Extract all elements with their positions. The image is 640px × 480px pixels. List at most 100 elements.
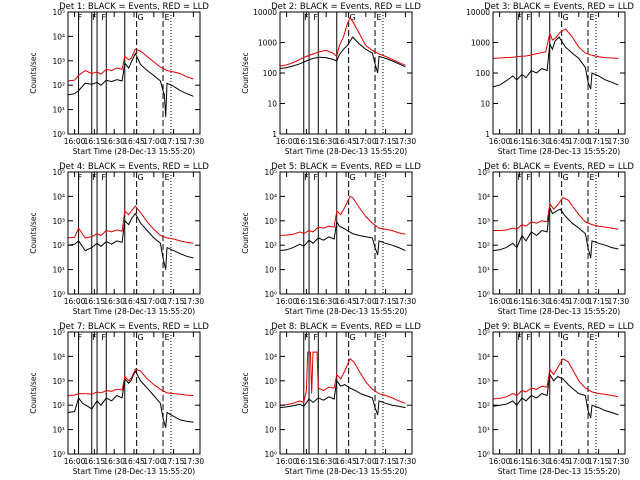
- y-tick-label: 1: [485, 130, 490, 139]
- y-tick-label: 10000: [466, 8, 490, 17]
- chart-title: Det 5: BLACK = Events, RED = LLD: [271, 162, 421, 172]
- y-tick-label: 10⁰: [477, 450, 490, 459]
- chart-title: Det 7: BLACK = Events, RED = LLD: [59, 322, 209, 332]
- y-tick-label: 10⁰: [52, 450, 65, 459]
- x-tick-label: 16:00: [64, 297, 86, 306]
- x-tick-label: 16:00: [489, 297, 511, 306]
- x-tick-label: 17:00: [568, 297, 590, 306]
- x-tick-label: 16:30: [315, 297, 337, 306]
- x-tick-label: 17:00: [355, 297, 377, 306]
- y-axis-label: Counts/sec: [241, 52, 250, 93]
- event-letter: E: [164, 333, 169, 342]
- y-tick-label: 10¹: [477, 266, 490, 275]
- event-letter: F: [101, 333, 106, 342]
- x-tick-label: 16:45: [335, 457, 357, 466]
- x-tick-label: 17:00: [355, 137, 377, 146]
- x-axis-label: Start Time (28-Dec-13 15:55:20): [285, 307, 407, 316]
- series-events-line: [67, 369, 194, 428]
- x-tick-label: 17:15: [375, 137, 397, 146]
- x-tick-label: 17:30: [183, 457, 205, 466]
- x-tick-label: 16:15: [84, 137, 106, 146]
- y-tick-label: 10⁴: [477, 352, 490, 361]
- x-tick-label: 17:15: [375, 457, 397, 466]
- y-tick-label: 10⁴: [264, 352, 277, 361]
- chart-title: Det 6: BLACK = Events, RED = LLD: [484, 162, 634, 172]
- y-tick-label: 10³: [264, 217, 277, 226]
- series-lld-line: [493, 196, 619, 231]
- series-events-line: [279, 36, 406, 74]
- x-tick-label: 16:45: [548, 137, 570, 146]
- x-tick-label: 17:00: [355, 457, 377, 466]
- y-tick-label: 10¹: [264, 266, 277, 275]
- series-events-line: [67, 212, 194, 270]
- event-letter: E: [164, 13, 169, 22]
- y-tick-label: 10⁵: [264, 328, 277, 337]
- x-tick-label: 16:15: [509, 137, 531, 146]
- series-events-line: [279, 220, 406, 256]
- event-letter: F: [313, 333, 318, 342]
- x-axis-label: Start Time (28-Dec-13 15:55:20): [73, 307, 195, 316]
- y-tick-label: 10⁴: [477, 192, 490, 201]
- y-tick-label: 10³: [52, 217, 65, 226]
- x-axis-label: Start Time (28-Dec-13 15:55:20): [285, 467, 407, 476]
- y-tick-label: 1: [272, 130, 277, 139]
- x-tick-label: 17:00: [143, 297, 165, 306]
- x-tick-label: 17:30: [395, 457, 417, 466]
- x-axis-label: Start Time (28-Dec-13 15:55:20): [73, 147, 195, 156]
- chart-title: Det 4: BLACK = Events, RED = LLD: [59, 162, 209, 172]
- series-lld-line: [492, 358, 619, 400]
- x-tick-label: 16:45: [548, 457, 570, 466]
- x-tick-label: 16:30: [315, 137, 337, 146]
- y-tick-label: 10²: [477, 401, 490, 410]
- x-tick-label: 17:00: [568, 457, 590, 466]
- event-letter: G: [562, 13, 568, 22]
- y-tick-label: 10¹: [52, 106, 65, 115]
- y-tick-label: 10⁵: [52, 8, 65, 17]
- x-tick-label: 16:30: [103, 457, 125, 466]
- x-tick-label: 16:30: [315, 457, 337, 466]
- x-tick-label: 16:15: [296, 137, 318, 146]
- y-tick-label: 10⁴: [264, 192, 277, 201]
- x-axis-label: Start Time (28-Dec-13 15:55:20): [73, 467, 195, 476]
- event-letter: E: [589, 333, 594, 342]
- x-tick-label: 17:30: [608, 457, 630, 466]
- x-tick-label: 17:30: [395, 297, 417, 306]
- event-letter: F: [92, 333, 97, 342]
- x-tick-label: 17:15: [163, 137, 185, 146]
- x-tick-label: 16:30: [528, 137, 550, 146]
- x-tick-label: 17:15: [375, 297, 397, 306]
- series-events-line: [492, 373, 619, 419]
- x-tick-label: 16:45: [123, 297, 145, 306]
- event-letter: G: [137, 13, 143, 22]
- y-tick-label: 10⁰: [52, 130, 65, 139]
- x-tick-label: 16:15: [509, 457, 531, 466]
- series-events-line: [279, 379, 406, 416]
- x-tick-label: 16:45: [123, 457, 145, 466]
- chart-title: Det 3: BLACK = Events, RED = LLD: [484, 2, 634, 12]
- x-tick-label: 17:15: [163, 457, 185, 466]
- y-tick-label: 10³: [477, 377, 490, 386]
- event-letter: G: [562, 173, 568, 182]
- x-tick-label: 17:15: [163, 297, 185, 306]
- plot-frame: [67, 171, 201, 295]
- event-letter: F: [526, 173, 531, 182]
- chart-title: Det 1: BLACK = Events, RED = LLD: [59, 2, 209, 12]
- y-tick-label: 10: [267, 100, 277, 109]
- series-lld-line: [67, 205, 194, 244]
- series-lld-line: [279, 351, 406, 406]
- event-letter: G: [137, 173, 143, 182]
- y-axis-label: Counts/sec: [241, 212, 250, 253]
- event-letter: G: [137, 333, 143, 342]
- y-tick-label: 10⁵: [52, 168, 65, 177]
- y-tick-label: 10⁰: [264, 450, 277, 459]
- event-letter: F: [78, 333, 83, 342]
- y-tick-label: 1000: [258, 39, 277, 48]
- y-tick-label: 10⁵: [52, 328, 65, 337]
- plot-frame: [492, 171, 626, 295]
- x-tick-label: 16:00: [64, 457, 86, 466]
